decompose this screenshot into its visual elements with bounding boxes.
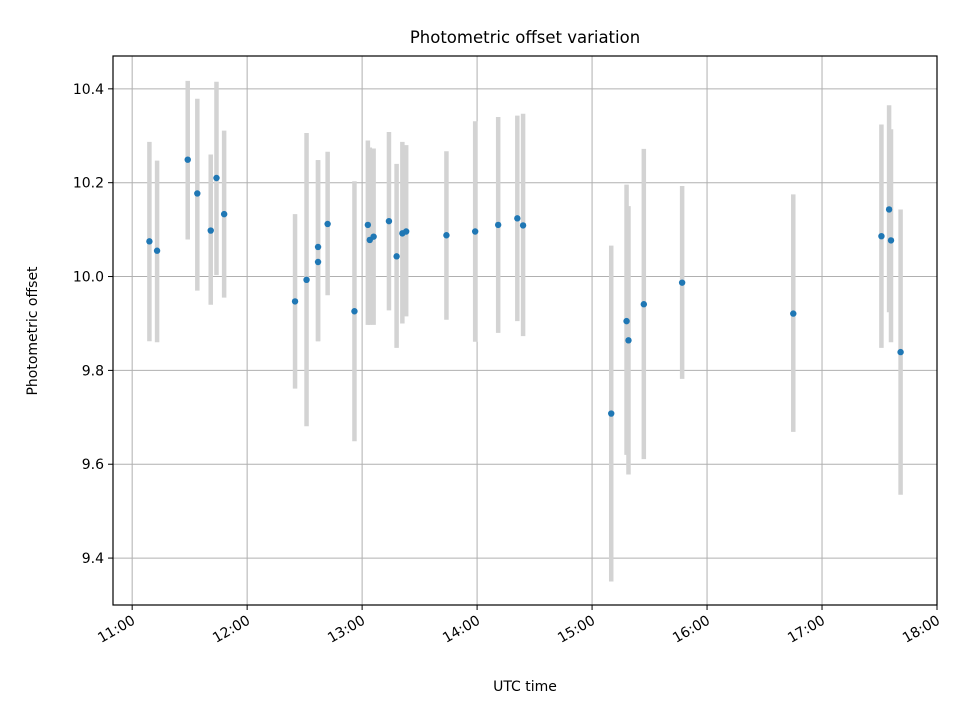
data-point — [146, 238, 153, 245]
data-point — [885, 206, 893, 213]
y-axis-ticks: 9.4 9.6 9.8 10.0 10.2 10.4 — [73, 82, 113, 567]
data-point — [887, 237, 895, 244]
data-point — [402, 228, 410, 235]
y-tick-label: 9.8 — [82, 363, 104, 379]
data-point — [220, 210, 228, 218]
data-point — [314, 243, 322, 251]
y-tick-label: 10.2 — [73, 176, 104, 192]
y-tick-label: 10.0 — [73, 270, 104, 286]
data-point — [194, 190, 201, 197]
y-tick-label: 10.4 — [73, 82, 104, 98]
data-point — [364, 221, 372, 229]
data-point — [443, 232, 450, 239]
data-point — [878, 232, 885, 240]
data-point — [303, 276, 310, 284]
data-point — [184, 156, 191, 163]
data-point — [324, 220, 331, 228]
y-axis-label: Photometric offset — [25, 266, 41, 396]
data-point — [393, 253, 400, 260]
data-point — [625, 337, 632, 344]
data-point — [519, 222, 527, 229]
data-point — [291, 298, 299, 305]
data-point — [370, 233, 377, 240]
data-point — [897, 348, 904, 356]
data-point — [678, 279, 686, 286]
plot-frame — [112, 55, 938, 606]
data-point — [471, 228, 479, 235]
data-point — [207, 227, 214, 234]
data-point — [494, 221, 502, 229]
data-point — [213, 174, 220, 182]
y-tick-label: 9.6 — [82, 457, 104, 473]
data-point — [385, 217, 393, 225]
x-axis-label: UTC time — [493, 679, 557, 695]
data-point — [514, 215, 521, 222]
y-tick-label: 9.4 — [82, 551, 104, 567]
data-point — [623, 317, 630, 325]
data-points — [146, 156, 904, 417]
data-point — [608, 410, 615, 417]
data-point — [153, 247, 161, 254]
data-point — [314, 258, 322, 266]
data-point — [351, 308, 358, 315]
data-point — [790, 310, 797, 317]
chart-title: Photometric offset variation — [410, 28, 640, 47]
data-point — [640, 301, 648, 308]
